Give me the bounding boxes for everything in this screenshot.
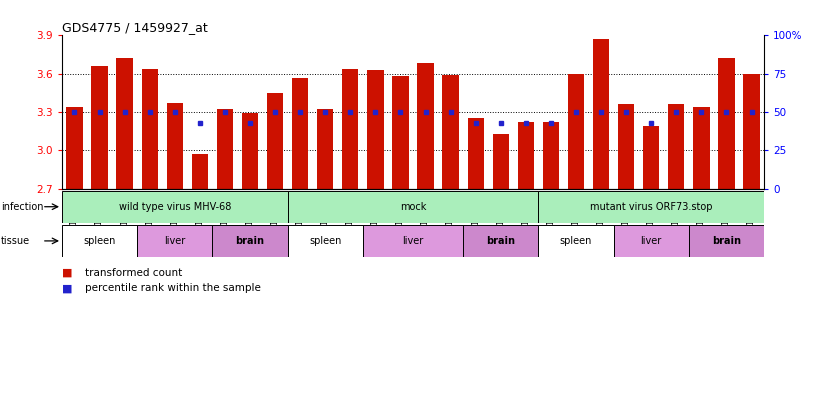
- Bar: [287, 225, 363, 257]
- Bar: [593, 39, 610, 189]
- Text: mock: mock: [400, 202, 426, 212]
- Text: brain: brain: [487, 236, 515, 246]
- Text: infection: infection: [1, 202, 43, 212]
- Bar: [392, 76, 409, 189]
- Bar: [668, 104, 685, 189]
- Bar: [618, 104, 634, 189]
- Text: ■: ■: [62, 283, 73, 294]
- Bar: [693, 107, 710, 189]
- Bar: [116, 58, 133, 189]
- Text: brain: brain: [712, 236, 741, 246]
- Text: liver: liver: [402, 236, 424, 246]
- Bar: [167, 103, 183, 189]
- Bar: [66, 107, 83, 189]
- Text: percentile rank within the sample: percentile rank within the sample: [85, 283, 261, 294]
- Bar: [192, 154, 208, 189]
- Bar: [242, 113, 259, 189]
- Bar: [643, 126, 659, 189]
- Bar: [292, 77, 308, 189]
- Bar: [62, 225, 137, 257]
- Text: spleen: spleen: [83, 236, 116, 246]
- Bar: [287, 191, 539, 223]
- Bar: [719, 58, 734, 189]
- Bar: [212, 225, 287, 257]
- Text: GDS4775 / 1459927_at: GDS4775 / 1459927_at: [62, 21, 207, 34]
- Text: brain: brain: [235, 236, 264, 246]
- Text: transformed count: transformed count: [85, 268, 183, 278]
- Bar: [92, 66, 107, 189]
- Bar: [417, 63, 434, 189]
- Bar: [443, 75, 458, 189]
- Text: spleen: spleen: [309, 236, 341, 246]
- Bar: [518, 122, 534, 189]
- Bar: [743, 73, 760, 189]
- Bar: [363, 225, 463, 257]
- Text: wild type virus MHV-68: wild type virus MHV-68: [119, 202, 231, 212]
- Bar: [216, 109, 233, 189]
- Bar: [342, 68, 358, 189]
- Bar: [468, 118, 484, 189]
- Bar: [539, 225, 614, 257]
- Bar: [317, 109, 334, 189]
- Text: liver: liver: [164, 236, 185, 246]
- Bar: [567, 73, 584, 189]
- Bar: [492, 134, 509, 189]
- Bar: [137, 225, 212, 257]
- Bar: [543, 122, 559, 189]
- Text: tissue: tissue: [1, 236, 30, 246]
- Text: mutant virus ORF73.stop: mutant virus ORF73.stop: [590, 202, 713, 212]
- Bar: [141, 68, 158, 189]
- Bar: [368, 70, 383, 189]
- Bar: [614, 225, 689, 257]
- Text: ■: ■: [62, 268, 73, 278]
- Bar: [539, 191, 764, 223]
- Bar: [463, 225, 539, 257]
- Text: spleen: spleen: [560, 236, 592, 246]
- Text: liver: liver: [641, 236, 662, 246]
- Bar: [267, 93, 283, 189]
- Bar: [689, 225, 764, 257]
- Bar: [62, 191, 287, 223]
